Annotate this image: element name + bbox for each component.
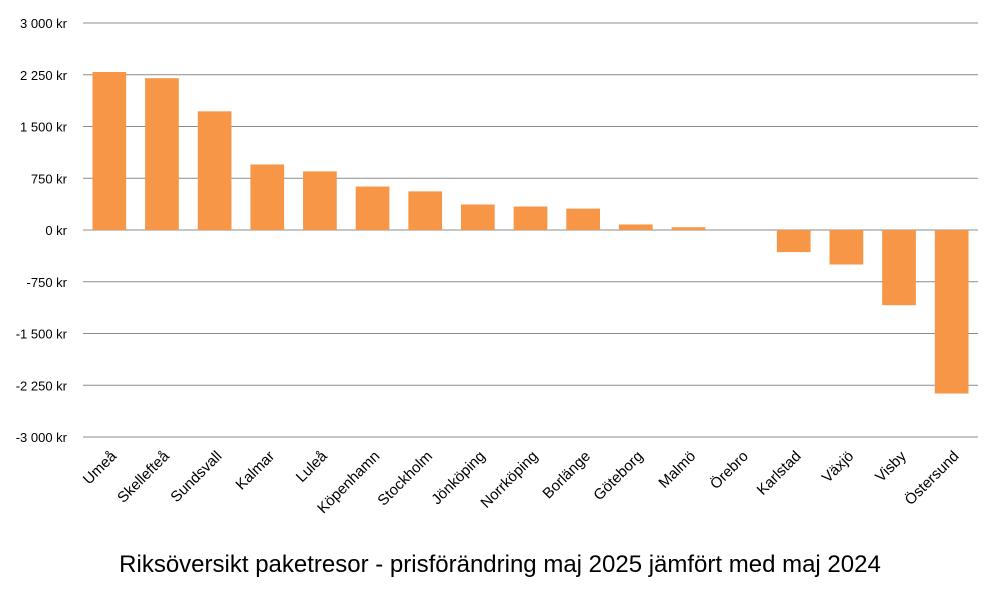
y-tick-label: -750 kr	[27, 275, 68, 290]
bar	[618, 224, 653, 230]
y-tick-label: 0 kr	[45, 223, 67, 238]
bar	[145, 78, 179, 230]
bar	[250, 164, 285, 230]
bar	[408, 191, 443, 230]
x-category-label: Borlänge	[539, 448, 593, 502]
bar	[829, 230, 864, 265]
bar	[461, 204, 495, 230]
x-category-label: Göteborg	[590, 448, 646, 504]
y-tick-label: 2 250 kr	[20, 68, 68, 83]
x-category-label: Visby	[872, 447, 910, 485]
x-category-label: Kalmar	[232, 448, 278, 494]
x-category-label: Stockholm	[374, 448, 436, 510]
y-tick-label: -2 250 kr	[16, 378, 68, 393]
bars	[92, 71, 969, 394]
x-category-label: Norrköping	[477, 448, 541, 512]
bar	[882, 230, 916, 306]
x-category-label: Östersund	[901, 447, 963, 509]
x-category-label: Sundsvall	[167, 448, 225, 506]
bar	[776, 230, 811, 253]
y-tick-label: -3 000 kr	[16, 430, 68, 445]
bar	[934, 230, 969, 394]
bar	[355, 186, 390, 230]
y-tick-label: -1 500 kr	[16, 327, 68, 342]
bar	[671, 227, 706, 230]
bar	[566, 208, 600, 230]
x-category-label: Skellefteå	[114, 447, 173, 506]
bar	[513, 206, 548, 230]
y-axis-tick-labels: 3 000 kr 2 250 kr 1 500 kr 750 kr 0 kr -750 k…	[16, 16, 68, 445]
x-category-label: Växjö	[819, 448, 858, 487]
x-category-label: Karlstad	[754, 448, 805, 499]
y-tick-label: 3 000 kr	[20, 16, 68, 31]
bar	[92, 71, 127, 231]
x-category-label: Malmö	[655, 448, 699, 492]
bar-chart: 3 000 kr 2 250 kr 1 500 kr 750 kr 0 kr -750 k…	[16, 16, 978, 517]
chart-title: Riksöversikt paketresor - prisförändring…	[119, 551, 881, 578]
x-category-label: Umeå	[80, 447, 121, 488]
y-tick-label: 750 kr	[31, 171, 68, 186]
y-tick-label: 1 500 kr	[20, 120, 68, 135]
x-category-label: Örebro	[706, 447, 752, 493]
bar	[197, 111, 232, 230]
x-category-label: Luleå	[293, 447, 331, 485]
bar	[303, 171, 337, 230]
